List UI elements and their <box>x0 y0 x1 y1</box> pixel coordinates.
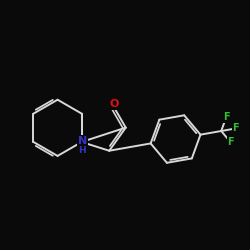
Text: H: H <box>78 146 86 154</box>
Text: O: O <box>110 99 119 109</box>
Text: F: F <box>232 124 239 134</box>
Text: F: F <box>227 137 234 147</box>
Text: F: F <box>223 112 230 122</box>
Text: N: N <box>78 136 87 146</box>
